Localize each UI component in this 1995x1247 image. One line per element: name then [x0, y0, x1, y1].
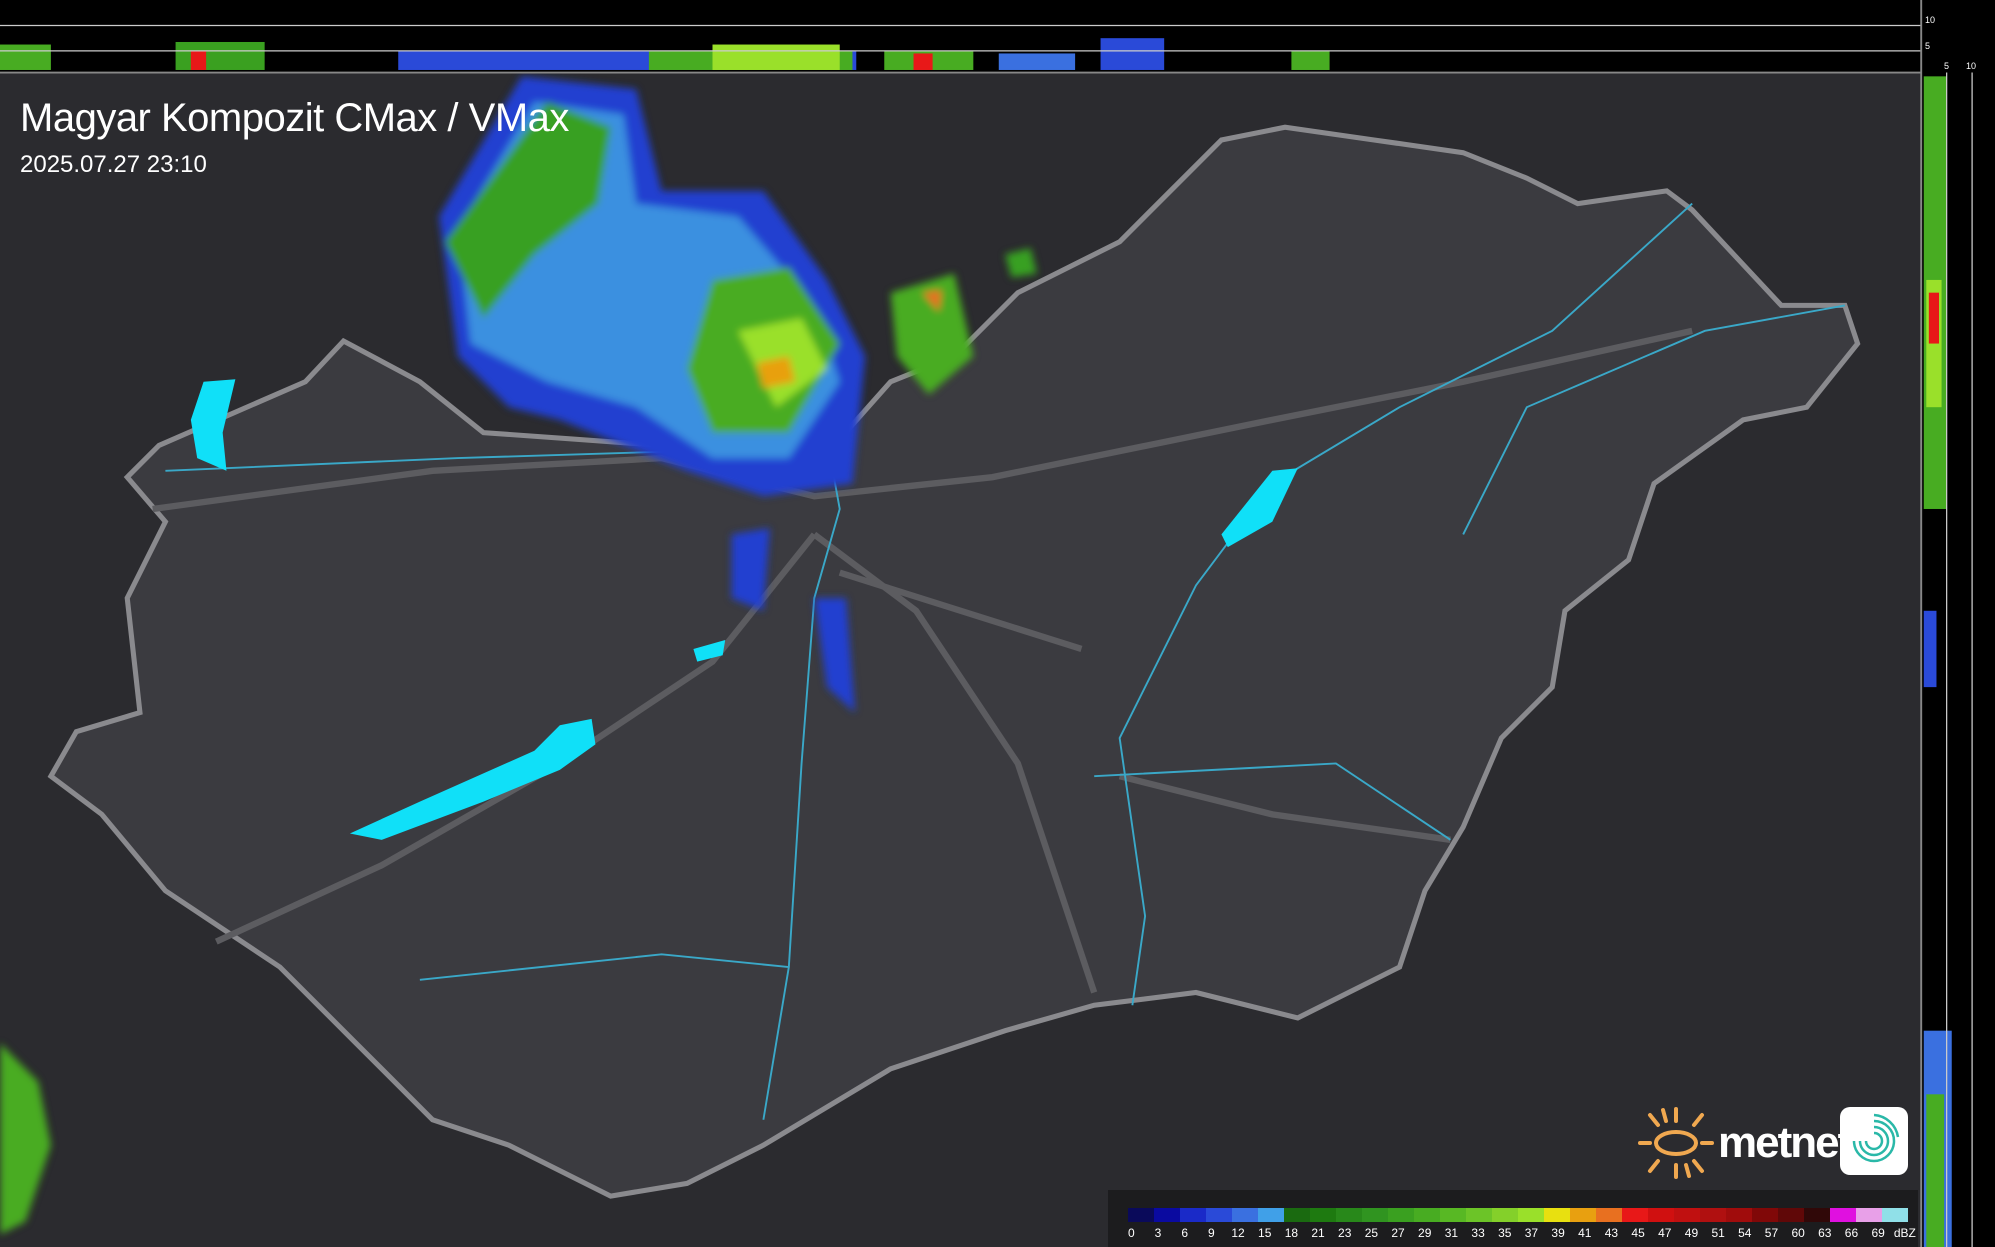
legend-label: 49: [1684, 1226, 1699, 1240]
legend-swatch: [1856, 1208, 1882, 1222]
legend-label: 69: [1871, 1226, 1885, 1240]
legend-labels: 0 3 6 9 12 15 18 21 23 25 27 29 31 33 35 37 39 41 43 45 47 49…: [1118, 1226, 1918, 1240]
legend-swatch: [1128, 1208, 1154, 1222]
legend-label: 25: [1364, 1226, 1379, 1240]
lake-balaton: [349, 718, 596, 840]
legend-swatch: [1674, 1208, 1700, 1222]
legend-swatch: [1804, 1208, 1830, 1222]
top-scale-tick-5: 5: [1925, 41, 1931, 51]
metnet-logo-text: metnet: [1718, 1118, 1852, 1167]
legend-swatch: [1570, 1208, 1596, 1222]
lake-ferto: [190, 379, 236, 471]
legend-swatch: [1778, 1208, 1804, 1222]
legend-label: 37: [1524, 1226, 1539, 1240]
legend-swatch: [1388, 1208, 1414, 1222]
legend-label: 21: [1311, 1226, 1325, 1240]
metnet-logo: metnet: [1638, 1105, 1852, 1181]
legend-swatch: [1466, 1208, 1492, 1222]
legend-label: 31: [1444, 1226, 1459, 1240]
map-timestamp: 2025.07.27 23:10: [20, 151, 207, 178]
legend-swatch: [1518, 1208, 1544, 1222]
legend-label: 29: [1418, 1226, 1432, 1240]
legend-swatch: [1414, 1208, 1440, 1222]
legend-swatch: [1700, 1208, 1726, 1222]
legend-swatch: [1726, 1208, 1752, 1222]
legend-swatch: [1622, 1208, 1648, 1222]
legend-label: 9: [1208, 1226, 1215, 1240]
legend-label: 18: [1284, 1226, 1299, 1240]
lake-tisza: [1221, 468, 1298, 548]
legend-label: 51: [1711, 1226, 1725, 1240]
lakes: [190, 379, 1298, 840]
legend-label: 60: [1791, 1226, 1805, 1240]
legend-swatch: [1752, 1208, 1778, 1222]
legend-label: 43: [1604, 1226, 1619, 1240]
legend-swatch: [1830, 1208, 1856, 1222]
app-logo-icon: [1840, 1107, 1908, 1175]
legend-label: 66: [1844, 1226, 1859, 1240]
legend-swatch: [1310, 1208, 1336, 1222]
legend-label: 41: [1578, 1226, 1592, 1240]
radar-echoes: [0, 76, 1037, 1235]
legend-swatch: [1154, 1208, 1180, 1222]
legend-label: 0: [1127, 1226, 1135, 1240]
legend-label: 3: [1154, 1226, 1162, 1240]
legend-swatch: [1180, 1208, 1206, 1222]
legend-swatch: [1440, 1208, 1466, 1222]
legend-label: 33: [1471, 1226, 1485, 1240]
map-title: Magyar Kompozit CMax / VMax: [20, 96, 569, 140]
legend-label: 27: [1391, 1226, 1405, 1240]
right-scale-tick-5: 5: [1944, 61, 1950, 71]
legend-label: 47: [1658, 1226, 1672, 1240]
legend-swatch: [1596, 1208, 1622, 1222]
legend-swatch: [1492, 1208, 1518, 1222]
legend-label: 12: [1231, 1226, 1245, 1240]
legend-swatch: [1232, 1208, 1258, 1222]
right-scale-tick-10: 10: [1966, 61, 1977, 71]
lake-velence: [693, 640, 726, 662]
legend-label: 6: [1181, 1226, 1189, 1240]
sun-icon: [1638, 1107, 1714, 1179]
legend-label: 35: [1498, 1226, 1512, 1240]
legend-label: 23: [1338, 1226, 1352, 1240]
legend-swatch: [1544, 1208, 1570, 1222]
top-profile-echoes: [0, 38, 1330, 70]
legend-label: 54: [1738, 1226, 1752, 1240]
legend-swatch: [1648, 1208, 1674, 1222]
legend-label: 63: [1818, 1226, 1832, 1240]
legend-swatch: [1362, 1208, 1388, 1222]
top-scale-tick-10: 10: [1925, 15, 1936, 25]
legend-color-bar: [1128, 1208, 1908, 1222]
legend-swatch: [1258, 1208, 1284, 1222]
legend-swatch: [1882, 1208, 1908, 1222]
legend-swatch: [1206, 1208, 1232, 1222]
legend-label: 45: [1631, 1226, 1645, 1240]
legend-unit: dBZ: [1893, 1226, 1916, 1240]
legend-label: 15: [1258, 1226, 1272, 1240]
color-legend: 0 3 6 9 12 15 18 21 23 25 27 29 31 33 35 37 39 41 43 45 47 49…: [1108, 1190, 1918, 1247]
legend-label: 57: [1764, 1226, 1779, 1240]
legend-swatch: [1284, 1208, 1310, 1222]
legend-swatch: [1336, 1208, 1362, 1222]
legend-label: 39: [1551, 1226, 1565, 1240]
